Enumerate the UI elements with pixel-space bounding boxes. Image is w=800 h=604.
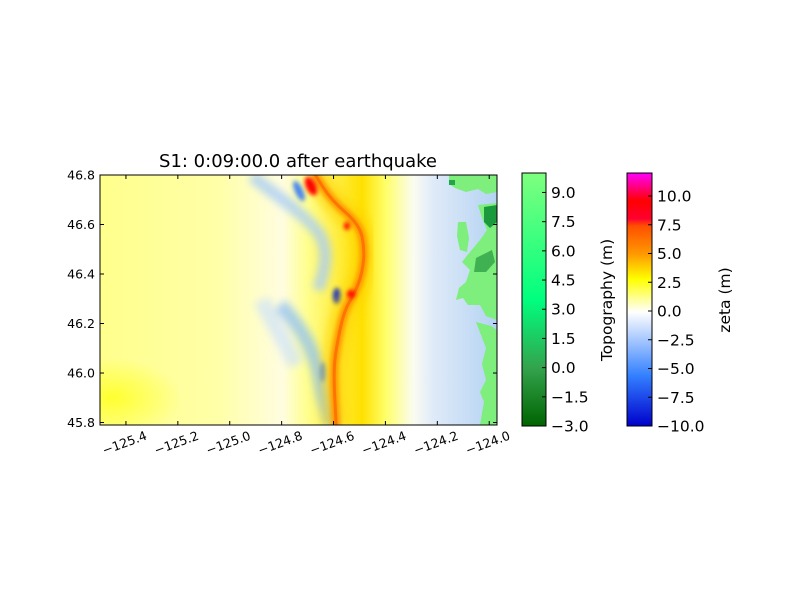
x-tick-label: −124.0 (463, 428, 512, 458)
wave-front-core (314, 175, 366, 425)
chart-title: S1: 0:09:00.0 after earthquake (159, 151, 437, 172)
land-south (476, 322, 497, 425)
colorbar-tick-label: −3.0 (551, 418, 589, 436)
colorbar-tick-label: −1.5 (551, 388, 589, 406)
colorbar-tick-label: 6.0 (551, 242, 576, 260)
plot-area (100, 175, 497, 425)
trough-core-north (293, 180, 305, 202)
crest-peak-north (304, 176, 318, 196)
colorbar-tick-label: −2.5 (657, 331, 695, 349)
x-tick-label: −125.0 (204, 428, 253, 458)
trough-band-north (248, 175, 332, 292)
colorbar-tick-label: 1.5 (551, 330, 576, 348)
colorbar-tick-label: 4.5 (551, 272, 576, 290)
colorbar-tick-label: 2.5 (657, 274, 682, 292)
colorbar-tick-label: 7.5 (551, 213, 576, 231)
colorbar-tick-label: −5.0 (657, 360, 695, 378)
y-tick-label: 46.6 (67, 217, 95, 232)
wave-front-layer (304, 175, 377, 425)
crest-peak-center (347, 290, 355, 298)
land-mid-dark (484, 205, 497, 228)
x-tick-label: −124.2 (411, 428, 460, 458)
land-north-dark (449, 180, 455, 185)
colorbar-tick-label: 9.0 (551, 184, 576, 202)
colorbar-tick-label: −10.0 (657, 418, 705, 436)
topography-colorbar-ticks: −3.0 −1.5 0.0 1.5 3.0 4.5 6.0 7.5 9.0 (542, 184, 589, 436)
colorbar-tick-label: 7.5 (657, 216, 682, 234)
zeta-colorbar: −10.0 −7.5 −5.0 −2.5 0.0 2.5 5.0 7.5 10.0 zeta (… (626, 172, 734, 436)
land-spit (457, 222, 469, 252)
x-tick-label: −124.6 (308, 428, 357, 458)
y-tick-label: 45.8 (67, 415, 95, 430)
crest-peak-middle (344, 222, 350, 230)
topography-colorbar-label: Topography (m) (598, 239, 616, 362)
x-tick-label: −125.4 (100, 428, 149, 458)
colorbar-tick-label: 0.0 (551, 359, 576, 377)
trough-band-west (254, 296, 304, 369)
wave-highlight (100, 358, 182, 425)
y-tick-label: 46.2 (67, 316, 95, 331)
x-tick-label: −125.2 (152, 428, 201, 458)
zeta-colorbar-ticks: −10.0 −7.5 −5.0 −2.5 0.0 2.5 5.0 7.5 10.0 (648, 188, 705, 436)
colorbar-tick-label: 5.0 (657, 245, 682, 263)
colorbar-tick-label: 0.0 (657, 303, 682, 321)
wave-crests (304, 176, 355, 298)
x-tick-label: −124.8 (256, 428, 305, 458)
topography-colorbar-fill (521, 172, 547, 427)
colorbar-tick-label: 10.0 (657, 188, 692, 206)
plot-frame (99, 174, 498, 426)
y-tick-label: 46.8 (67, 168, 95, 183)
topography-colorbar: −3.0 −1.5 0.0 1.5 3.0 4.5 6.0 7.5 9.0 Topography… (521, 172, 616, 436)
y-tick-label: 46.0 (67, 366, 95, 381)
zeta-colorbar-fill (626, 172, 653, 427)
colorbar-tick-label: −7.5 (657, 389, 695, 407)
coastline-land (449, 175, 497, 425)
colorbar-tick-label: 3.0 (551, 301, 576, 319)
zeta-colorbar-label: zeta (m) (716, 267, 734, 332)
land-north (449, 175, 497, 194)
y-tick-label: 46.4 (67, 267, 95, 282)
x-tick-label: −124.4 (360, 428, 409, 458)
land-mid-dark-2 (474, 250, 495, 272)
